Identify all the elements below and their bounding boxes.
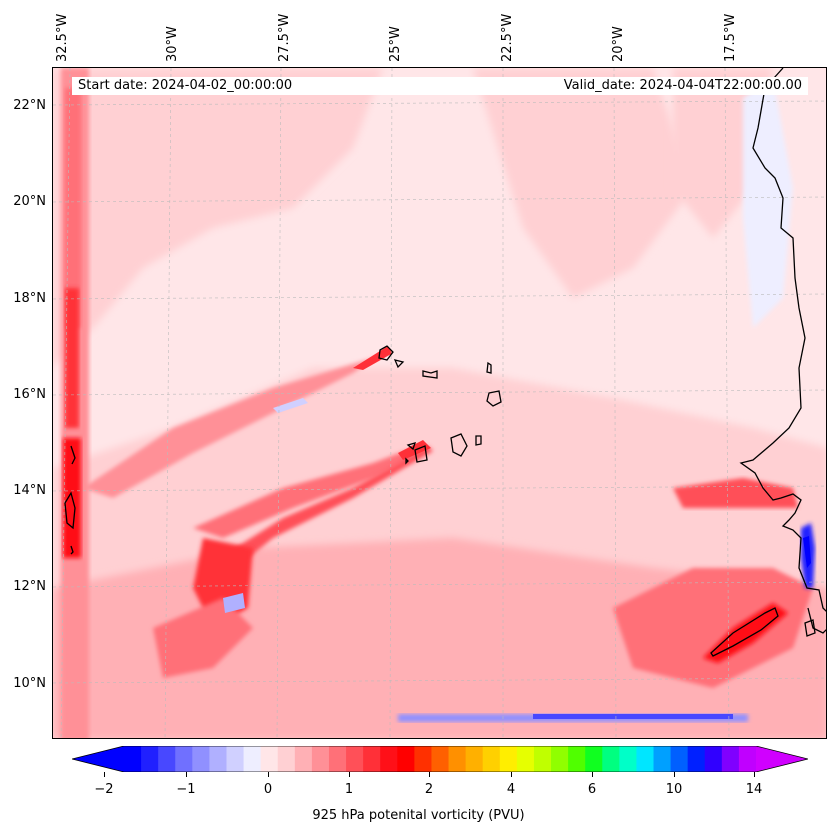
colorbar-tick-label: −2 (94, 782, 114, 797)
colorbar-tick-mark (754, 772, 755, 777)
lon-label-17.5w: 17.5°W (723, 13, 738, 62)
colorbar (72, 746, 808, 772)
colorbar-swatch (516, 746, 535, 772)
lat-label-20n: 20°N (13, 194, 46, 209)
colorbar-swatch (209, 746, 227, 772)
lat-label-16n: 16°N (13, 387, 46, 402)
colorbar-swatch (533, 746, 552, 772)
colorbar-swatch (670, 746, 689, 772)
colorbar-swatch (704, 746, 723, 772)
colorbar-swatch (243, 746, 262, 772)
colorbar-swatch (568, 746, 586, 772)
lon-label-27.5w: 27.5°W (277, 13, 292, 62)
colorbar-tick-label: 1 (344, 782, 354, 797)
colorbar-swatch (721, 746, 740, 772)
lon-label-32.5w: 32.5°W (55, 13, 70, 62)
colorbar-swatch (363, 746, 381, 772)
lon-label-22.5w: 22.5°W (500, 13, 515, 62)
colorbar-swatch (482, 746, 501, 772)
pv-shading (53, 68, 826, 738)
colorbar-tick-mark (511, 772, 512, 777)
colorbar-swatch (585, 746, 603, 772)
colorbar-swatch (397, 746, 415, 772)
colorbar-swatch (380, 746, 398, 772)
colorbar-label: 925 hPa potenital vorticity (PVU) (312, 808, 525, 823)
colorbar-tick-mark (104, 772, 105, 777)
colorbar-swatch (260, 746, 279, 772)
lon-label-30w: 30°W (165, 26, 180, 62)
colorbar-tick-mark (268, 772, 269, 777)
colorbar-swatch (431, 746, 450, 772)
colorbar-tick-label: −1 (176, 782, 196, 797)
lon-label-25w: 25°W (388, 26, 403, 62)
colorbar-swatch (158, 746, 176, 772)
date-info-box: Start date: 2024-04-02_00:00:00 Valid_da… (72, 77, 808, 95)
lon-label-20w: 20°W (611, 26, 626, 62)
colorbar-tick-mark (592, 772, 593, 777)
colorbar-swatch (311, 746, 330, 772)
colorbar-swatch (636, 746, 655, 772)
graticule (53, 68, 826, 738)
colorbar-tick-label: 0 (263, 782, 273, 797)
colorbar-tick-mark (349, 772, 350, 777)
colorbar-tick-label: 14 (745, 782, 763, 797)
colorbar-swatch (328, 746, 347, 772)
lat-label-12n: 12°N (13, 579, 46, 594)
colorbar-swatch (294, 746, 313, 772)
colorbar-swatch (192, 746, 210, 772)
colorbar-tick-label: 10 (665, 782, 683, 797)
colorbar-underflow (72, 746, 124, 772)
lat-label-10n: 10°N (13, 676, 46, 691)
colorbar-tick-label: 6 (587, 782, 597, 797)
colorbar-swatch (124, 746, 142, 772)
colorbar-swatch (414, 746, 432, 772)
map-panel (52, 67, 827, 739)
lat-label-22n: 22°N (13, 98, 46, 113)
colorbar-swatch (499, 746, 518, 772)
coastline (64, 68, 826, 657)
colorbar-tick-mark (674, 772, 675, 777)
colorbar-swatch (687, 746, 706, 772)
colorbar-tick-mark (429, 772, 430, 777)
colorbar-swatch (738, 746, 757, 772)
colorbar-swatch (619, 746, 637, 772)
colorbar-swatch (465, 746, 484, 772)
lat-label-18n: 18°N (13, 291, 46, 306)
colorbar-tick-mark (186, 772, 187, 777)
lat-label-14n: 14°N (13, 483, 46, 498)
colorbar-swatch (226, 746, 245, 772)
colorbar-tick-label: 2 (424, 782, 434, 797)
valid-date-label: Valid_date: 2024-04-04T22:00:00.00 (563, 78, 802, 93)
colorbar-swatch (602, 746, 620, 772)
colorbar-overflow (756, 746, 808, 772)
colorbar-tick-label: 4 (506, 782, 516, 797)
colorbar-swatch (346, 746, 364, 772)
colorbar-swatch (277, 746, 296, 772)
colorbar-swatch (653, 746, 672, 772)
colorbar-swatch (448, 746, 467, 772)
colorbar-swatch (175, 746, 193, 772)
colorbar-swatch (141, 746, 159, 772)
colorbar-swatch (551, 746, 569, 772)
start-date-label: Start date: 2024-04-02_00:00:00 (78, 78, 293, 93)
pv-contour-map (53, 68, 826, 738)
